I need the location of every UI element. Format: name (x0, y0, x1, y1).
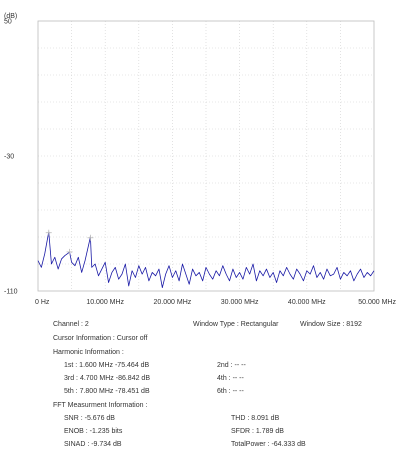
sfdr-value: SFDR : 1.789 dB (231, 428, 284, 435)
chart-grid (38, 21, 374, 291)
x-axis-ticks: 0 Hz 10.000 MHz 20.000 MHz 30.000 MHz 40.000… (35, 299, 396, 306)
enob-value: ENOB : -1.235 bits (64, 428, 123, 435)
x-tick-label: 20.000 MHz (154, 299, 192, 306)
window-type-info: Window Type : Rectangular (193, 321, 279, 328)
x-tick-label: 40.000 MHz (288, 299, 326, 306)
x-tick-label: 0 Hz (35, 299, 50, 306)
x-tick-label: 10.000 MHz (86, 299, 124, 306)
window-size-info: Window Size : 8192 (300, 321, 362, 328)
thd-value: THD : 8.091 dB (231, 415, 280, 422)
y-tick-label: -30 (4, 154, 14, 161)
plot-frame (37, 20, 375, 292)
y-axis-ticks: 50 -30 -110 (4, 19, 18, 296)
harmonic-title: Harmonic Information : (53, 349, 124, 356)
spectrum-line (37, 231, 375, 289)
sinad-value: SINAD : -9.734 dB (64, 441, 122, 448)
harmonic-6th: 6th : -- -- (217, 388, 244, 395)
harmonic-marker (66, 248, 73, 255)
x-tick-label: 50.000 MHz (358, 299, 396, 306)
harmonic-3rd: 3rd : 4.700 MHz -86.842 dB (64, 375, 150, 382)
channel-info: Channel : 2 (53, 321, 89, 328)
y-tick-label: -110 (4, 289, 18, 296)
total-power-value: TotalPower : -64.333 dB (231, 441, 306, 448)
x-tick-label: 30.000 MHz (221, 299, 259, 306)
harmonic-markers (45, 229, 94, 255)
chart-series (37, 231, 375, 289)
fft-spectrum-chart: 50 -30 -110 0 Hz 10.000 MHz 20.000 MHz 30.000… (4, 13, 396, 306)
harmonic-marker (45, 229, 52, 236)
harmonic-2nd: 2nd : -- -- (217, 362, 246, 369)
snr-value: SNR : -5.676 dB (64, 415, 115, 422)
fft-measurement-title: FFT Measurment Information : (53, 402, 148, 409)
y-tick-label: 50 (4, 19, 12, 26)
harmonic-marker (87, 234, 94, 241)
harmonic-4th: 4th : -- -- (217, 375, 244, 382)
harmonic-1st: 1st : 1.600 MHz -75.464 dB (64, 362, 150, 369)
cursor-info: Cursor Information : Cursor off (53, 335, 148, 342)
harmonic-5th: 5th : 7.800 MHz -78.451 dB (64, 388, 150, 395)
y-axis-label: (dB) (4, 13, 17, 20)
